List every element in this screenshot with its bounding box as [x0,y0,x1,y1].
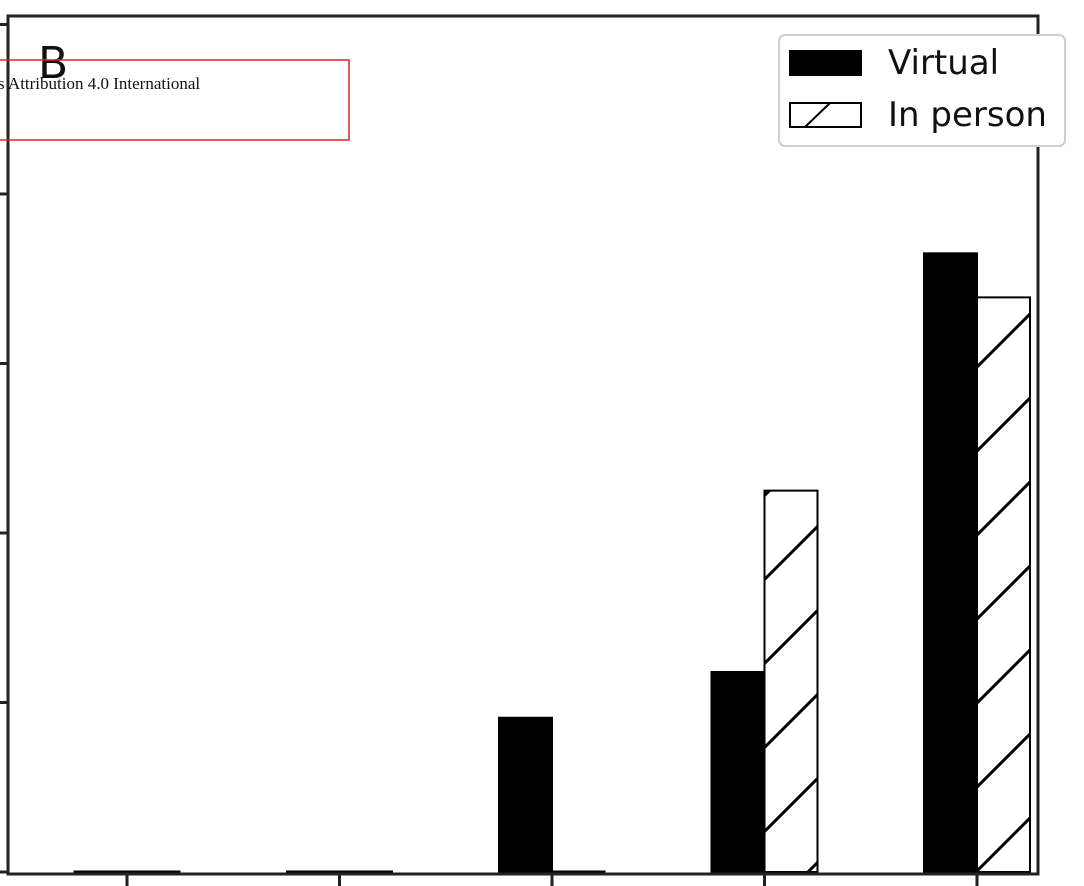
overlay-frame [0,59,350,141]
panel-label: B [38,38,68,89]
legend-swatch-virtual [789,50,862,76]
bar-virtual-3 [710,670,766,873]
plot-area-frame [6,14,1040,876]
bar-in-person-4 [976,296,1031,873]
bar-in-person-3 [763,489,819,873]
legend-label-in-person: In person [888,95,1047,135]
bar-virtual-4 [923,252,978,873]
legend-label-virtual: Virtual [888,43,999,83]
overlay-box: s Attribution 4.0 International [0,59,350,141]
legend: Virtual In person [778,34,1066,147]
overlay-text: s Attribution 4.0 International [0,74,200,93]
legend-swatch-hatch [804,102,831,128]
bar-virtual-2 [498,716,553,873]
